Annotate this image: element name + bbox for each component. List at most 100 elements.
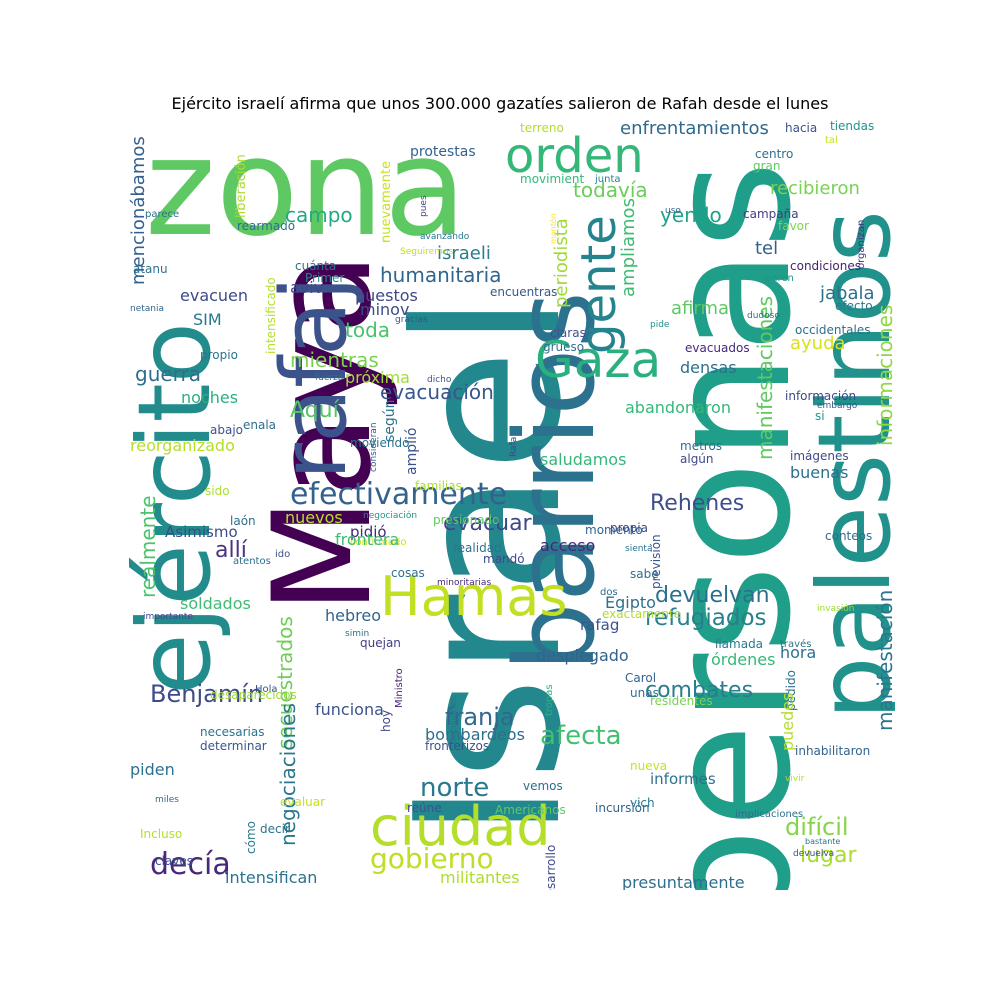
cloud-word: gracias (395, 315, 428, 325)
cloud-word: minov (360, 300, 410, 319)
cloud-word: Aquí (290, 398, 339, 423)
cloud-word: imágenes (790, 449, 849, 463)
cloud-word: noches (181, 388, 239, 407)
cloud-word: familias (415, 479, 462, 493)
cloud-word: nuevos (285, 508, 343, 527)
cloud-word: desaparecidos (210, 688, 297, 702)
cloud-word: presionado (433, 513, 500, 527)
cloud-word: devuelvan (655, 583, 770, 608)
cloud-word: netania (130, 304, 165, 314)
cloud-word: miles (155, 795, 179, 805)
cloud-word: ido (275, 549, 291, 560)
cloud-word: simin (345, 629, 370, 639)
cloud-word: confirmado (350, 537, 407, 548)
cloud-word: cómo (244, 821, 258, 854)
cloud-word: encuentras (490, 285, 558, 299)
cloud-word: centro (755, 147, 794, 161)
cloud-word: rafag (580, 616, 620, 634)
cloud-word: invasión (817, 604, 855, 614)
cloud-word: vich (630, 796, 655, 810)
cloud-word: Rehenes (650, 491, 745, 516)
cloud-word: unas (630, 686, 659, 700)
cloud-word: través (780, 639, 812, 650)
cloud-word: exactamente (602, 607, 682, 621)
cloud-word: abajo (210, 423, 243, 437)
cloud-word: tel (755, 238, 779, 259)
cloud-word: amplió (404, 427, 420, 475)
cloud-word: abandonaron (625, 398, 731, 417)
cloud-word: norte (420, 773, 490, 803)
cloud-word: desplegado (536, 646, 629, 665)
cloud-word: momento (585, 523, 643, 537)
word-cloud: Israel personas zona Maya barrios palestinos e… (125, 120, 895, 890)
cloud-word: próxima (345, 368, 410, 387)
cloud-word: reorganizado (130, 436, 235, 455)
cloud-word: implicaciones (735, 809, 804, 820)
cloud-word: órdenes (711, 650, 776, 669)
cloud-word: afirma (671, 298, 730, 319)
cloud-word: Gaza (535, 331, 662, 389)
cloud-word: negociación (363, 511, 418, 521)
cloud-word: importante (143, 612, 194, 622)
cloud-word: condiciones (790, 259, 862, 273)
cloud-word: claves (155, 854, 194, 868)
cloud-word: montón (549, 213, 558, 244)
cloud-word: vemos (523, 779, 563, 793)
cloud-word: humanitaria (380, 263, 502, 287)
cloud-word: difícil (785, 813, 849, 841)
cloud-word: dudoso (747, 311, 780, 321)
cloud-word: residentes (650, 694, 713, 708)
cloud-word: mandó (483, 552, 525, 566)
cloud-word: dos (600, 587, 618, 598)
cloud-word: paren (765, 273, 794, 284)
cloud-word: piden (130, 760, 175, 779)
cloud-word: propia (610, 521, 648, 535)
cloud-word: necesarias (200, 725, 265, 739)
cloud-word: vivir (785, 774, 805, 784)
cloud-word: recibieron (770, 178, 860, 199)
cloud-word: evacuados (685, 341, 750, 355)
cloud-word: bastante (805, 837, 841, 846)
cloud-word: dicho (427, 375, 452, 385)
cloud-word: militantes (440, 868, 520, 887)
cloud-word: hoy (379, 709, 393, 732)
chart-title: Ejército israelí afirma que unos 300.000… (171, 94, 829, 113)
cloud-word: tiendas (830, 120, 875, 133)
cloud-word: protestas (410, 144, 476, 160)
cloud-word: hebreo (325, 606, 381, 625)
cloud-word: israeli (437, 243, 491, 264)
cloud-word: si (815, 409, 825, 423)
cloud-word: intensificado (264, 277, 278, 354)
cloud-word: puestos (355, 286, 418, 305)
cloud-word: franja (445, 703, 515, 731)
cloud-word: desarrollo (544, 844, 558, 890)
cloud-word: combates (645, 678, 754, 703)
cloud-word: intensifican (225, 868, 318, 887)
cloud-word: liberación (234, 154, 249, 218)
cloud-word: favor (778, 219, 809, 233)
cloud-word: orden (505, 128, 644, 184)
cloud-word: sido (205, 484, 230, 498)
cloud-word: terreno (520, 121, 564, 135)
cloud-word: SIM (193, 310, 222, 329)
cloud-word: Hola (255, 684, 278, 695)
cloud-word: todavía (573, 178, 648, 202)
cloud-word: densas (680, 358, 737, 377)
cloud-word: presuntamente (622, 873, 745, 891)
cloud-word: informaciones (873, 304, 895, 446)
cloud-word: ampliamos (618, 198, 639, 297)
cloud-word: decir (260, 822, 290, 836)
cloud-word: determinar (200, 739, 267, 753)
cloud-word: atentos (233, 556, 271, 567)
cloud-word: pues (419, 195, 429, 217)
cloud-word: pide (650, 320, 670, 330)
cloud-word: reúne (407, 801, 442, 815)
cloud-word: Asimismo (165, 523, 238, 541)
cloud-word: enala (243, 418, 277, 432)
cloud-word: buenas (790, 463, 849, 482)
cloud-word: organizan (856, 219, 867, 269)
cloud-word: gobierno (370, 842, 494, 875)
cloud-word: gran (753, 159, 781, 173)
cloud-word: inhabilitaron (795, 744, 871, 758)
cloud-word: cosas (391, 566, 425, 580)
